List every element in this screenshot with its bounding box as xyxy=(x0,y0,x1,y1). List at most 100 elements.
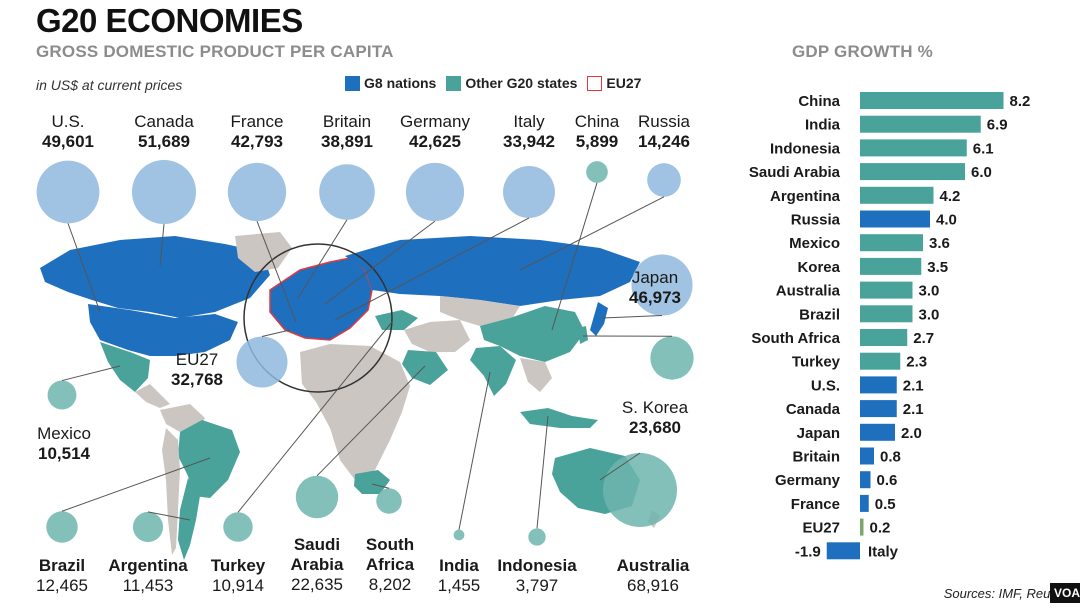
map-middle-east xyxy=(404,320,470,352)
legend: G8 nations Other G20 states EU27 xyxy=(345,75,651,91)
growth-bar-argentina xyxy=(860,186,934,204)
growth-value-mexico: 3.6 xyxy=(929,235,950,252)
leader-canada xyxy=(159,223,165,267)
label-saudi-arabia-value: 22,635 xyxy=(291,575,343,594)
growth-label-australia: Australia xyxy=(776,283,841,300)
growth-label-canada: Canada xyxy=(786,401,841,418)
leader-mexico xyxy=(61,365,121,382)
legend-other: Other G20 states xyxy=(446,75,577,91)
map-saudi xyxy=(402,350,448,385)
leader-japan xyxy=(601,315,663,319)
bubble-argentina xyxy=(132,511,164,543)
label-japan-name: Japan xyxy=(631,268,679,287)
growth-value-italy: -1.9 xyxy=(795,543,821,560)
growth-label-korea: Korea xyxy=(797,259,840,276)
label-china-value: 5,899 xyxy=(575,132,619,151)
label-turkey-value: 10,914 xyxy=(212,576,264,595)
growth-bar-britain xyxy=(860,447,874,465)
label-india-value: 1,455 xyxy=(437,576,481,595)
eu-zoom-ring xyxy=(243,243,393,393)
map-turkey xyxy=(375,310,418,330)
growth-bar-germany xyxy=(860,471,871,489)
growth-bar-turkey xyxy=(860,352,901,370)
leader-china xyxy=(551,182,598,331)
growth-bar-chart: China 8.2 India 6.9 Indonesia 6.1 Saudi Arabia… xyxy=(749,92,1031,560)
bubble-leader-lines xyxy=(61,182,673,530)
growth-label-france: France xyxy=(791,496,840,513)
leader-saudi-arabia xyxy=(316,365,426,477)
page-title: G20 ECONOMIES xyxy=(36,2,303,39)
label-turkey: Turkey 10,914 xyxy=(188,556,288,596)
growth-bar-eu27 xyxy=(860,518,864,536)
map-europe xyxy=(269,257,373,341)
growth-bar-australia xyxy=(860,281,913,299)
bubble-south-africa xyxy=(376,488,402,514)
label-mexico-name: Mexico xyxy=(37,424,91,443)
leader-argentina xyxy=(147,511,191,521)
growth-bar-russia xyxy=(860,210,930,228)
bubble-britain xyxy=(319,164,375,220)
label-canada-name: Canada xyxy=(134,112,194,131)
gdp-bubbles xyxy=(36,159,694,546)
growth-value-turkey: 2.3 xyxy=(906,354,927,371)
label-south-africa-name: South Africa xyxy=(365,535,415,574)
growth-value-south-africa: 2.7 xyxy=(913,330,934,347)
label-brazil: Brazil 12,465 xyxy=(12,556,112,596)
growth-bar-mexico xyxy=(860,234,923,252)
growth-bar-china xyxy=(860,92,1004,109)
label-brazil-value: 12,465 xyxy=(36,576,88,595)
label-china-name: China xyxy=(574,112,620,131)
growth-label-germany: Germany xyxy=(775,472,841,489)
label-canada: Canada 51,689 xyxy=(119,112,209,152)
map-india xyxy=(470,346,516,396)
label-germany: Germany 42,625 xyxy=(390,112,480,152)
label-britain: Britain 38,891 xyxy=(302,112,392,152)
label-australia-value: 68,916 xyxy=(627,576,679,595)
growth-bar-south-africa xyxy=(860,329,908,346)
label-india-name: India xyxy=(439,556,479,575)
growth-label-brazil: Brazil xyxy=(799,306,840,323)
growth-bar-u-s xyxy=(860,376,897,394)
label-brazil-name: Brazil xyxy=(38,556,86,575)
growth-value-japan: 2.0 xyxy=(901,425,922,442)
bubble-australia xyxy=(603,453,677,527)
label-india: India 1,455 xyxy=(409,556,509,596)
label-russia-name: Russia xyxy=(638,112,690,131)
label-eu27-value: 32,768 xyxy=(171,370,223,389)
map-korea xyxy=(578,326,588,344)
label-saudi-arabia: Saudi Arabia 22,635 xyxy=(267,535,367,595)
label-u-s-value: 49,601 xyxy=(42,132,94,151)
label-eu27-name: EU27 xyxy=(175,350,219,369)
bubble-germany xyxy=(405,162,465,222)
growth-bar-india xyxy=(860,115,981,133)
map-mexico xyxy=(100,342,150,392)
label-japan: Japan 46,973 xyxy=(610,268,700,308)
label-australia-name: Australia xyxy=(616,556,690,575)
map-canada xyxy=(40,236,270,318)
growth-value-korea: 3.5 xyxy=(927,259,948,276)
map-central-asia xyxy=(440,296,520,326)
growth-value-china: 8.2 xyxy=(1010,93,1031,110)
label-britain-value: 38,891 xyxy=(321,132,373,151)
bubble-france xyxy=(227,162,287,222)
leader-u-s xyxy=(67,223,101,313)
map-brazil xyxy=(178,420,240,498)
growth-value-canada: 2.1 xyxy=(903,401,924,418)
growth-label-india: India xyxy=(805,117,841,134)
label-france: France 42,793 xyxy=(212,112,302,152)
map-greenland xyxy=(235,232,292,272)
label-russia-value: 14,246 xyxy=(638,132,690,151)
growth-label-turkey: Turkey xyxy=(792,354,841,371)
legend-g8-label: G8 nations xyxy=(364,75,437,91)
leader-turkey xyxy=(237,321,393,513)
label-russia: Russia 14,246 xyxy=(619,112,709,152)
label-u-s: U.S. 49,601 xyxy=(23,112,113,152)
map-usa xyxy=(88,304,238,356)
leader-italy xyxy=(334,217,530,321)
label-canada-value: 51,689 xyxy=(138,132,190,151)
growth-bar-japan xyxy=(860,423,895,441)
growth-value-saudi-arabia: 6.0 xyxy=(971,164,992,181)
label-skorea-name: S. Korea xyxy=(621,398,689,417)
growth-label-argentina: Argentina xyxy=(770,188,841,205)
growth-value-indonesia: 6.1 xyxy=(973,140,994,157)
